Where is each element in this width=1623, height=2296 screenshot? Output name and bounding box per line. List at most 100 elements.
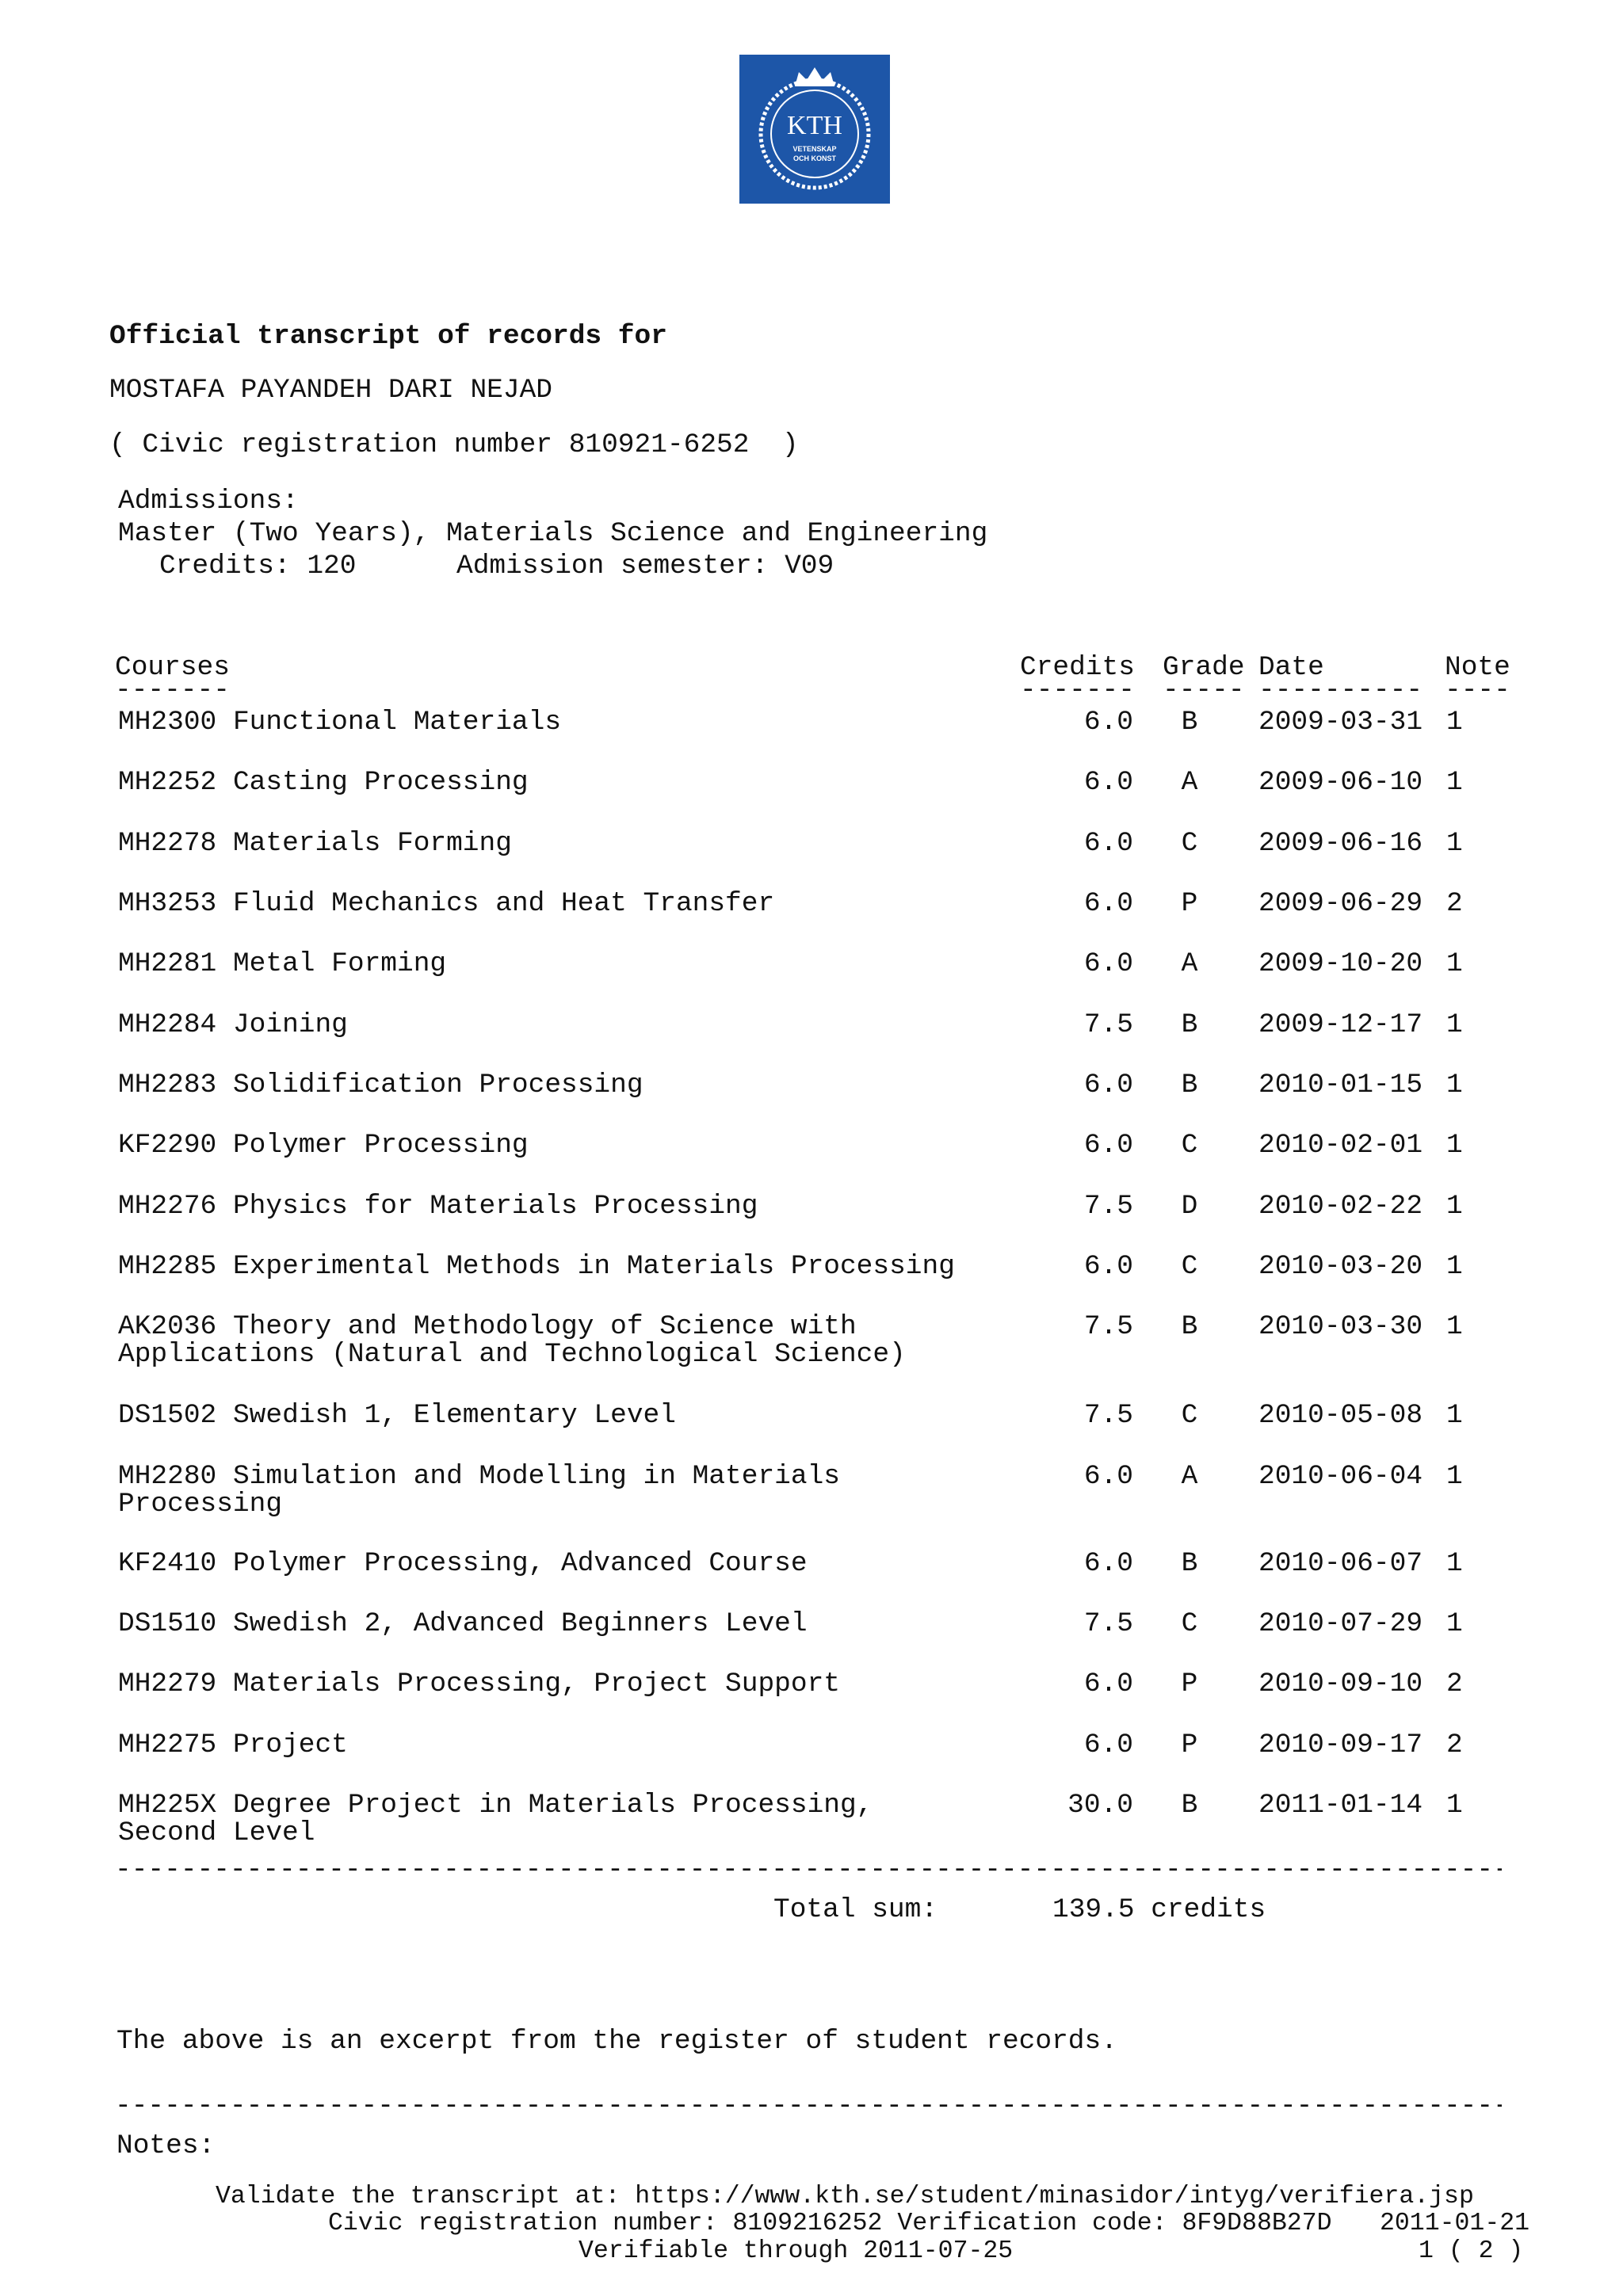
course-title: KF2290 Polymer Processing <box>118 1130 987 1161</box>
course-code: MH2279 <box>118 1669 217 1699</box>
course-name: Solidification Processing <box>232 1070 643 1100</box>
course-note: 2 <box>1446 888 1463 919</box>
course-note: 1 <box>1446 1311 1463 1342</box>
header-underline-note: ---- <box>1445 675 1510 706</box>
course-credits: 6.0 <box>1083 1730 1133 1760</box>
svg-text:VETENSKAP: VETENSKAP <box>792 145 836 153</box>
course-name: Metal Forming <box>232 948 447 979</box>
course-title: KF2410 Polymer Processing, Advanced Cour… <box>118 1550 987 1578</box>
course-grade: B <box>1181 1790 1198 1821</box>
course-note: 1 <box>1446 1130 1463 1161</box>
header-credits: Credits <box>1020 652 1135 683</box>
course-note: 1 <box>1446 828 1463 859</box>
course-credits: 7.5 <box>1083 1400 1133 1431</box>
course-credits: 7.5 <box>1083 1191 1133 1222</box>
course-code: MH2276 <box>118 1191 217 1222</box>
footer-validate: Validate the transcript at: https://www.… <box>216 2183 1474 2210</box>
course-code: AK2036 <box>118 1311 217 1342</box>
course-grade: B <box>1181 1311 1198 1342</box>
course-code: MH2300 <box>118 707 217 738</box>
course-note: 1 <box>1446 948 1463 979</box>
course-name: Polymer Processing, Advanced Course <box>232 1548 808 1579</box>
course-grade: C <box>1181 828 1198 859</box>
course-note: 1 <box>1446 1790 1463 1821</box>
course-date: 2009-06-16 <box>1258 828 1423 859</box>
admission-semester: Admission semester: V09 <box>456 551 834 582</box>
course-date: 2010-09-17 <box>1258 1730 1423 1760</box>
course-name: Functional Materials <box>232 707 562 738</box>
total-label: Total sum: <box>773 1894 938 1925</box>
course-name: Degree Project in Materials Processing, … <box>118 1790 873 1848</box>
header-note: Note <box>1445 652 1510 683</box>
course-date: 2010-02-22 <box>1258 1191 1423 1222</box>
course-note: 1 <box>1446 1070 1463 1100</box>
course-grade: C <box>1181 1608 1198 1639</box>
course-title: MH2279 Materials Processing, Project Sup… <box>118 1669 987 1699</box>
course-note: 1 <box>1446 1400 1463 1431</box>
course-code: MH2283 <box>118 1070 217 1100</box>
course-credits: 6.0 <box>1083 888 1133 919</box>
course-credits: 7.5 <box>1083 1311 1133 1342</box>
course-note: 1 <box>1446 1608 1463 1639</box>
header-underline-date: ---------- <box>1258 675 1423 706</box>
course-title: MH2280 Simulation and Modelling in Mater… <box>118 1463 987 1518</box>
header-date: Date <box>1258 652 1324 683</box>
course-title: MH2252 Casting Processing <box>118 769 987 797</box>
course-credits: 6.0 <box>1083 707 1133 738</box>
kth-seal-icon: KTH VETENSKAP OCH KONST <box>758 67 871 190</box>
course-date: 2010-02-01 <box>1258 1130 1423 1161</box>
course-grade: P <box>1181 888 1198 919</box>
course-name: Theory and Methodology of Science with A… <box>118 1311 906 1370</box>
course-name: Materials Forming <box>232 828 512 859</box>
course-name: Fluid Mechanics and Heat Transfer <box>232 888 775 919</box>
svg-text:OCH KONST: OCH KONST <box>793 154 837 162</box>
course-grade: P <box>1181 1669 1198 1699</box>
course-note: 1 <box>1446 1461 1463 1492</box>
course-credits: 6.0 <box>1083 828 1133 859</box>
course-title: MH2278 Materials Forming <box>118 830 987 858</box>
course-date: 2010-03-30 <box>1258 1311 1423 1342</box>
course-date: 2009-03-31 <box>1258 707 1423 738</box>
course-code: DS1510 <box>118 1608 217 1639</box>
course-date: 2010-09-10 <box>1258 1669 1423 1699</box>
course-credits: 7.5 <box>1083 1009 1133 1040</box>
course-name: Simulation and Modelling in Materials Pr… <box>118 1461 840 1520</box>
course-title: DS1502 Swedish 1, Elementary Level <box>118 1402 987 1430</box>
header-underline-grade: ----- <box>1163 675 1245 706</box>
course-note: 1 <box>1446 767 1463 798</box>
course-date: 2010-07-29 <box>1258 1608 1423 1639</box>
course-credits: 30.0 <box>1067 1790 1133 1821</box>
course-grade: D <box>1181 1191 1198 1222</box>
course-title: DS1510 Swedish 2, Advanced Beginners Lev… <box>118 1608 987 1639</box>
footer-page-number: 1 ( 2 ) <box>1419 2237 1524 2265</box>
course-credits: 6.0 <box>1083 767 1133 798</box>
course-title: MH2283 Solidification Processing <box>118 1070 987 1100</box>
course-code: KF2290 <box>118 1130 217 1161</box>
header-grade: Grade <box>1163 652 1245 683</box>
course-code: MH2284 <box>118 1009 217 1040</box>
course-note: 1 <box>1446 1548 1463 1579</box>
course-name: Experimental Methods in Materials Proces… <box>232 1251 955 1282</box>
course-credits: 6.0 <box>1083 1461 1133 1492</box>
course-title: MH2300 Functional Materials <box>118 707 987 738</box>
course-name: Project <box>232 1730 348 1760</box>
course-grade: P <box>1181 1730 1198 1760</box>
course-grade: B <box>1181 1548 1198 1579</box>
course-note: 1 <box>1446 1251 1463 1282</box>
course-credits: 6.0 <box>1083 1548 1133 1579</box>
course-credits: 6.0 <box>1083 1070 1133 1100</box>
course-code: MH2275 <box>118 1730 217 1760</box>
course-code: MH2278 <box>118 828 217 859</box>
course-code: KF2410 <box>118 1548 217 1579</box>
course-grade: C <box>1181 1130 1198 1161</box>
course-code: MH2252 <box>118 767 217 798</box>
course-grade: A <box>1181 1461 1198 1492</box>
course-grade: C <box>1181 1251 1198 1282</box>
course-grade: C <box>1181 1400 1198 1431</box>
admission-credits: Credits: 120 <box>159 551 357 582</box>
course-title: AK2036 Theory and Methodology of Science… <box>118 1311 987 1370</box>
svg-text:KTH: KTH <box>787 111 842 140</box>
course-name: Swedish 2, Advanced Beginners Level <box>232 1608 808 1639</box>
course-name: Polymer Processing <box>232 1130 529 1161</box>
course-note: 2 <box>1446 1730 1463 1760</box>
